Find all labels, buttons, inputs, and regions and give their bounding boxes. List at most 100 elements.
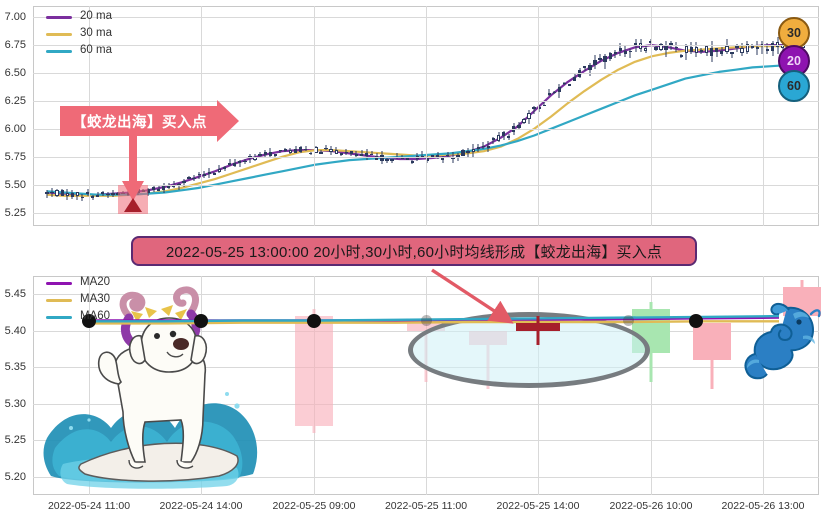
upper-candle	[517, 122, 521, 131]
legend-swatch-30ma	[46, 32, 72, 36]
candle-body	[598, 58, 602, 60]
upper-candle	[527, 110, 531, 124]
legend-item-ma30[interactable]: MA30	[46, 293, 110, 307]
upper-candle	[75, 191, 80, 200]
candle-wick	[168, 182, 170, 190]
upper-ytick-1: 6.75	[4, 39, 26, 52]
candle-body	[573, 76, 577, 81]
lower-xtick-0: 2022-05-24 11:00	[47, 500, 131, 512]
candle-body	[501, 132, 506, 136]
candle-wick	[624, 44, 626, 57]
upper-candle	[268, 148, 272, 157]
upper-candle	[552, 90, 557, 94]
candle-body	[405, 158, 409, 160]
upper-candle	[608, 51, 612, 61]
legend-item-60ma[interactable]: 60 ma	[46, 44, 112, 58]
candle-body	[608, 52, 612, 59]
ma-badge-60-label: 60	[787, 79, 801, 93]
candle-wick	[259, 151, 261, 156]
ma-badge-30[interactable]: 30	[778, 17, 810, 49]
candle-body	[552, 91, 557, 93]
upper-candlesticks	[33, 6, 819, 226]
upper-candle	[202, 170, 206, 178]
lower-candle	[294, 308, 333, 433]
upper-candle	[699, 47, 704, 54]
lower-candle	[693, 323, 732, 390]
candle-body	[603, 56, 607, 63]
lower-y-axis: 5.45 5.40 5.35 5.30 5.25 5.20	[0, 270, 30, 495]
upper-candle	[735, 43, 739, 52]
candle-body	[664, 45, 668, 51]
legend-item-20ma[interactable]: 20 ma	[46, 10, 112, 24]
dragon-illustration	[744, 302, 821, 380]
banner-arrow-icon	[217, 100, 239, 142]
surfing-dog-illustration	[43, 286, 258, 489]
candle-body	[385, 158, 389, 161]
candle-body	[187, 176, 191, 179]
ma-badge-60[interactable]: 60	[778, 70, 810, 102]
candle-body	[745, 44, 749, 53]
candle-body	[471, 148, 475, 153]
candle-body	[532, 107, 536, 110]
candle-wick	[543, 102, 545, 107]
upper-candle	[603, 53, 607, 69]
candle-body	[334, 150, 338, 155]
upper-candle	[344, 148, 349, 155]
upper-candle	[618, 42, 622, 56]
candle-body	[167, 186, 171, 188]
upper-gridline-v	[651, 6, 652, 226]
lower-ytick-2: 5.35	[4, 361, 26, 374]
upper-candle	[80, 193, 85, 201]
lower-gridline-v	[426, 276, 427, 495]
buy-point-tooltip[interactable]: 2022-05-25 13:00:00 20小时,30小时,60小时均线形成【蛟…	[131, 236, 697, 266]
legend-item-30ma[interactable]: 30 ma	[46, 27, 112, 41]
candle-body	[96, 195, 100, 197]
candle-body	[65, 192, 69, 197]
upper-candle	[60, 188, 64, 197]
candle-wick	[599, 54, 601, 63]
buy-signal-banner: 【蛟龙出海】买入点	[60, 100, 239, 142]
lower-plot-area	[33, 276, 822, 495]
candle-wick	[173, 181, 175, 188]
upper-candle	[613, 49, 617, 59]
upper-candle	[562, 82, 567, 86]
candle-body	[293, 149, 298, 153]
candle-body	[669, 43, 673, 46]
candle-body	[679, 54, 683, 57]
upper-candle	[162, 182, 166, 193]
upper-candle	[623, 44, 628, 57]
candle-body	[633, 43, 638, 47]
upper-candle	[278, 149, 283, 153]
candle-body	[60, 190, 64, 197]
candle-body	[258, 154, 262, 157]
upper-candle	[466, 148, 470, 159]
candle-body	[725, 45, 729, 53]
upper-ma-lines	[46, 43, 804, 197]
legend-item-ma20[interactable]: MA20	[46, 276, 110, 290]
upper-candle	[65, 188, 69, 200]
candle-body	[182, 181, 186, 184]
buy-point-tooltip-text: 2022-05-25 13:00:00 20小时,30小时,60小时均线形成【蛟…	[165, 243, 663, 261]
upper-candle	[233, 159, 237, 168]
upper-candle	[446, 151, 450, 158]
candle-body	[522, 119, 526, 124]
upper-candle	[91, 195, 95, 201]
candle-body	[491, 137, 496, 141]
lower-gridline-v	[651, 276, 652, 495]
candle-wick	[178, 183, 180, 191]
upper-candle	[405, 158, 409, 160]
upper-candle	[55, 189, 59, 197]
candle-body	[324, 147, 328, 150]
candle-body	[380, 154, 384, 161]
candle-body	[238, 160, 242, 164]
ma-crossing-dot-0	[82, 313, 97, 328]
upper-candle	[197, 171, 201, 179]
upper-candle	[258, 151, 262, 157]
legend-item-ma60[interactable]: MA60	[46, 310, 110, 324]
lower-xtick-4: 2022-05-25 14:00	[496, 500, 580, 512]
candle-body	[106, 193, 110, 195]
upper-candle	[380, 151, 384, 165]
upper-candle	[725, 38, 729, 55]
candle-body	[390, 159, 394, 162]
candle-body	[294, 316, 333, 426]
